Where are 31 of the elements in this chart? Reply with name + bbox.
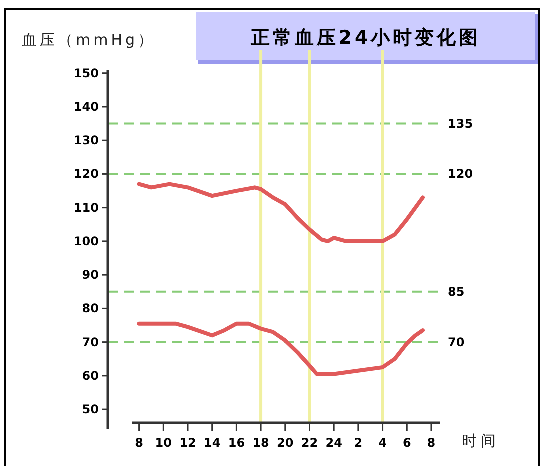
ref-line-label: 135 (448, 116, 474, 131)
y-tick-label: 150 (74, 66, 99, 80)
x-tick-label: 14 (204, 436, 221, 450)
y-tick-label: 100 (74, 234, 99, 248)
y-tick-label: 130 (74, 134, 99, 148)
y-tick-label: 120 (74, 167, 99, 182)
x-tick-label: 12 (180, 436, 196, 450)
x-axis-title: 时间 (462, 432, 500, 450)
y-axis-title: 血压（mmHg） (22, 31, 156, 49)
x-tick-label: 10 (155, 436, 172, 450)
ref-line-label: 120 (448, 167, 474, 182)
y-tick-label: 60 (82, 368, 99, 383)
y-tick-label: 140 (74, 100, 99, 114)
ref-line-label: 70 (448, 335, 465, 350)
y-tick-label: 80 (82, 302, 99, 316)
x-tick-label: 18 (252, 436, 270, 450)
x-tick-label: 16 (228, 436, 246, 450)
chart-title: 正常血压24小时变化图 (250, 27, 482, 49)
x-tick-label: 22 (301, 436, 318, 450)
x-tick-label: 4 (378, 436, 387, 450)
ref-line-label: 85 (448, 284, 465, 299)
x-tick-label: 6 (402, 436, 412, 450)
y-tick-label: 90 (82, 268, 99, 282)
x-tick-label: 8 (427, 436, 436, 450)
x-tick-label: 8 (135, 436, 144, 450)
y-tick-label: 50 (82, 402, 99, 417)
y-tick-label: 70 (82, 335, 99, 350)
x-tick-label: 20 (277, 436, 294, 450)
x-tick-label: 2 (354, 436, 363, 450)
x-tick-label: 24 (326, 436, 342, 450)
y-tick-label: 110 (74, 200, 99, 215)
